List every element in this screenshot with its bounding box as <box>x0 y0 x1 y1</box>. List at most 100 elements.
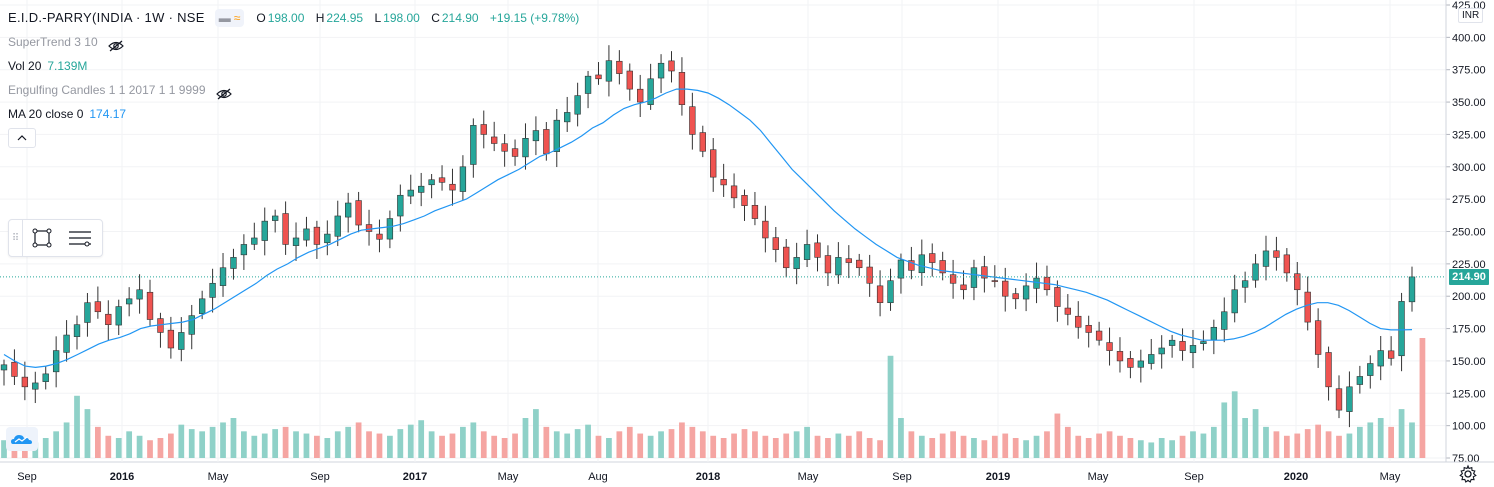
volume-bar <box>460 426 466 458</box>
candle-body <box>115 306 122 326</box>
y-tick-label: 375.00 <box>1452 65 1486 77</box>
drag-handle[interactable]: ⠿ <box>9 220 23 256</box>
candle-body <box>1377 350 1384 367</box>
x-tick-label: Sep <box>17 471 37 483</box>
volume-bar <box>407 424 414 458</box>
lines-tool-button[interactable] <box>61 220 99 256</box>
candle-body <box>720 179 727 186</box>
candle-body <box>1398 301 1405 357</box>
engulfing-row[interactable]: Engulfing Candles 1 1 2017 1 1 9999 <box>8 78 579 102</box>
candle-body <box>793 257 800 270</box>
candle-body <box>1346 386 1353 412</box>
x-tick-label: May <box>1088 471 1109 483</box>
candle-body <box>136 289 143 300</box>
gear-icon[interactable] <box>1458 464 1478 484</box>
candle-body <box>1314 320 1322 355</box>
candle-body <box>438 177 446 183</box>
cloud-logo-icon[interactable] <box>6 427 38 451</box>
x-tick-label: 2018 <box>696 471 720 483</box>
eye-hidden-icon[interactable] <box>215 84 232 100</box>
close-label: C <box>431 11 440 25</box>
market-status-pill[interactable]: ▬ ≈ <box>214 9 245 27</box>
volume-bar <box>981 440 988 458</box>
volume-bar <box>42 438 49 458</box>
candle-body <box>1095 330 1103 341</box>
volume-bar <box>314 435 320 458</box>
candle-body <box>553 119 560 152</box>
volume-bar <box>574 429 581 458</box>
rectangle-tool-button[interactable] <box>23 220 61 256</box>
volume-bar <box>908 431 915 458</box>
candle-body <box>835 257 842 276</box>
volume-bar <box>501 438 508 458</box>
volume-bar <box>1242 418 1248 458</box>
open-label: O <box>256 11 266 25</box>
candle-body <box>657 62 665 79</box>
volume-bar <box>877 440 883 458</box>
ma-row[interactable]: MA 20 close 0 174.17 <box>8 102 579 126</box>
volume-bar <box>293 431 299 458</box>
candle-body <box>1054 287 1061 307</box>
candle-body <box>1085 324 1092 333</box>
high-label: H <box>315 11 325 25</box>
eye-hidden-icon[interactable] <box>107 36 124 52</box>
candle-body <box>459 166 467 192</box>
candle-body <box>772 237 779 250</box>
collapse-legend-button[interactable] <box>8 128 36 148</box>
volume-bar <box>752 431 758 458</box>
volume-bar <box>418 420 425 458</box>
candle-body <box>397 194 404 217</box>
volume-bar <box>522 418 529 458</box>
candle-body <box>1189 345 1197 354</box>
candle-body <box>1408 276 1416 303</box>
volume-bar <box>1377 418 1384 458</box>
volume-bar <box>512 433 518 458</box>
volume-bar <box>376 433 383 458</box>
volume-row[interactable]: Vol 20 7.139M <box>8 54 579 78</box>
supertrend-row[interactable]: SuperTrend 3 10 <box>8 30 579 54</box>
candle-body <box>584 75 592 94</box>
candle-body <box>1294 273 1301 291</box>
candle-body <box>251 237 258 245</box>
volume-bar <box>1085 438 1092 458</box>
volume-bar <box>679 422 685 458</box>
candle-body <box>939 260 946 274</box>
x-tick-label: May <box>498 471 519 483</box>
volume-bar <box>1023 440 1029 458</box>
volume-bar <box>105 435 112 458</box>
volume-bar <box>689 426 696 458</box>
volume-bar <box>1210 426 1217 458</box>
candle-body <box>1356 376 1364 385</box>
volume-bar <box>564 433 571 458</box>
candle-body <box>1137 360 1144 368</box>
volume-bar <box>1106 431 1113 458</box>
volume-bar <box>241 431 247 458</box>
candle-body <box>1231 289 1238 314</box>
x-tick-label: 2016 <box>110 471 134 483</box>
candle-body <box>918 254 925 274</box>
candle-body <box>125 298 133 305</box>
currency-label[interactable]: INR <box>1458 8 1484 23</box>
volume-bar <box>303 433 310 458</box>
volume-bar <box>1356 426 1363 458</box>
volume-bar <box>168 433 174 458</box>
candle-body <box>63 334 70 353</box>
volume-bar <box>533 409 539 458</box>
volume-bar <box>804 426 810 458</box>
candle-body <box>1335 388 1343 411</box>
x-tick-label: 2020 <box>1284 471 1308 483</box>
volume-bar <box>741 429 748 458</box>
volume-bar <box>272 429 279 458</box>
volume-bar <box>178 424 185 458</box>
volume-bar <box>1304 429 1311 458</box>
candle-body <box>1179 341 1186 351</box>
candle-body <box>418 185 425 193</box>
symbol-title[interactable]: E.I.D.-PARRY(INDIA · 1W · NSE <box>8 10 205 25</box>
candle-body <box>501 143 508 152</box>
dash-icon: ▬ <box>218 11 231 25</box>
volume-bar <box>971 438 977 458</box>
volume-bar <box>950 431 956 458</box>
volume-bar <box>126 431 133 458</box>
